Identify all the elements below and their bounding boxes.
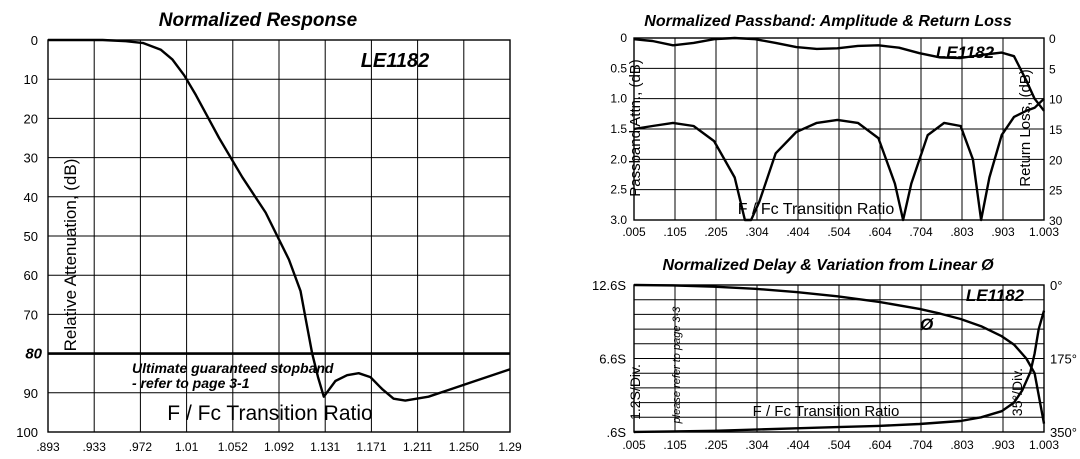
chart3-x-tick-label: .304 <box>745 438 769 452</box>
chart2-y2-ticks: 0 5 10 15 20 25 30 <box>1049 32 1063 228</box>
chart2-model-label: LE1182 <box>936 43 995 62</box>
chart2-x-ticks: .005 .105 .205 .304 .404 .504 .604 .704 .803 .903… <box>622 225 1059 239</box>
chart2-y-ticks: 0 0.5 1.0 1.5 2.0 2.5 3.0 <box>610 31 627 227</box>
chart2-x-tick-label: .205 <box>704 225 728 239</box>
chart2-title: Normalized Passband: Amplitude & Return … <box>644 13 1012 30</box>
chart1-x-tick-label: .933 <box>83 440 107 454</box>
chart1-y-tick-label: 30 <box>24 151 38 166</box>
chart2-x-tick-label: .803 <box>950 225 974 239</box>
chart3-y2-tick-label: 0° <box>1050 278 1062 293</box>
chart2-y2-tick-label: 10 <box>1049 93 1063 107</box>
chart3-x-tick-label: .803 <box>950 438 974 452</box>
chart-normalized-response: Normalized Response 0 10 20 30 40 50 60 70 90 100… <box>16 10 522 454</box>
chart3-y2-axis-label: 35°/Div. <box>1009 368 1025 416</box>
chart1-x-tick-label: 1.29 <box>498 440 522 454</box>
chart2-x-tick-label: .404 <box>786 225 810 239</box>
chart3-model-label: LE1182 <box>966 286 1025 305</box>
chart3-x-tick-label: .504 <box>827 438 851 452</box>
chart1-y-tick-label: 60 <box>24 268 38 283</box>
chart1-title: Normalized Response <box>159 10 358 31</box>
chart2-y2-tick-label: 5 <box>1049 62 1056 76</box>
chart2-y-tick-label: 2.5 <box>610 183 627 197</box>
chart3-x-ticks: .005 .105 .205 .304 .404 .504 .604 .704 .803 .903… <box>622 438 1059 452</box>
chart1-x-tick-label: .893 <box>36 440 60 454</box>
chart2-y2-tick-label: 15 <box>1049 123 1063 137</box>
chart3-x-tick-label: .005 <box>622 438 646 452</box>
chart1-stopband-note-line1: Ultimate guaranteed stopband <box>132 360 334 376</box>
chart3-x-tick-label: .704 <box>909 438 933 452</box>
chart1-stopband-tick: 80 <box>25 346 42 363</box>
chart3-side-note: please refer to page 3-3 <box>671 306 683 425</box>
chart1-x-tick-label: 1.171 <box>356 440 386 454</box>
chart2-x-tick-label: .504 <box>827 225 851 239</box>
chart1-y-ticks: 0 10 20 30 40 50 60 70 90 100 <box>16 33 38 440</box>
chart1-x-tick-label: 1.250 <box>449 440 479 454</box>
chart2-y-tick-label: 1.0 <box>610 92 627 106</box>
chart2-x-tick-label: .304 <box>745 225 769 239</box>
chart1-y-tick-label: 70 <box>24 307 38 322</box>
chart1-x-tick-label: 1.01 <box>175 440 199 454</box>
chart2-x-tick-label: .704 <box>909 225 933 239</box>
chart2-y-tick-label: 0 <box>620 31 627 45</box>
chart3-y2-ticks: 0° 175° 350° <box>1050 278 1077 440</box>
chart1-x-tick-label: 1.131 <box>310 440 340 454</box>
chart3-x-tick-label: .105 <box>663 438 687 452</box>
chart3-y2-tick-label: 175° <box>1050 352 1077 367</box>
chart1-series-attenuation <box>48 38 511 402</box>
chart1-y-tick-label: 10 <box>24 72 38 87</box>
chart2-x-axis-label: F / Fc Transition Ratio <box>738 201 895 218</box>
chart2-series-passband <box>633 36 1045 112</box>
chart2-y2-tick-label: 25 <box>1049 184 1063 198</box>
chart2-x-tick-label: .005 <box>622 225 646 239</box>
chart1-y-tick-label: 90 <box>24 386 38 401</box>
chart1-x-tick-label: 1.052 <box>218 440 248 454</box>
chart1-model-label: LE1182 <box>361 50 430 72</box>
chart1-stopband-note-line2: - refer to page 3-1 <box>132 375 250 391</box>
chart2-y2-tick-label: 0 <box>1049 32 1056 46</box>
chart3-series-phase <box>633 283 1046 424</box>
chart3-y-tick-label: 12.6S <box>592 278 626 293</box>
chart-normalized-delay: Normalized Delay & Variation from Linear… <box>592 257 1077 452</box>
chart2-y2-tick-label: 30 <box>1049 214 1063 228</box>
chart3-title: Normalized Delay & Variation from Linear… <box>662 257 994 274</box>
chart3-y2-tick-label: 350° <box>1050 425 1077 440</box>
chart2-grid <box>633 37 1045 221</box>
chart2-x-tick-label: .903 <box>991 225 1015 239</box>
chart1-x-ticks: .893 .933 .972 1.01 1.052 1.092 1.131 1.171 1.21… <box>36 440 522 454</box>
chart3-grid <box>633 284 1045 433</box>
chart2-series-return-loss <box>633 97 1045 222</box>
chart1-y-tick-label: 100 <box>16 425 38 440</box>
chart2-y-tick-label: 3.0 <box>610 213 627 227</box>
chart1-y-tick-label: 0 <box>31 33 38 48</box>
chart2-x-tick-label: 1.003 <box>1029 225 1059 239</box>
chart2-y-tick-label: 1.5 <box>610 122 627 136</box>
chart3-x-tick-label: 1.003 <box>1029 438 1059 452</box>
chart2-x-tick-label: .105 <box>663 225 687 239</box>
chart1-x-tick-label: .972 <box>129 440 153 454</box>
chart1-x-tick-label: 1.211 <box>403 440 432 454</box>
chart3-x-tick-label: .404 <box>786 438 810 452</box>
chart3-y-axis-label: 1.2S/Div. <box>627 364 643 420</box>
chart2-y-tick-label: 2.0 <box>610 152 627 166</box>
chart1-x-axis-label: F / Fc Transition Ratio <box>167 402 372 425</box>
chart2-y2-tick-label: 20 <box>1049 153 1063 167</box>
chart3-phase-symbol: Ø <box>920 315 934 334</box>
chart1-x-tick-label: 1.092 <box>264 440 294 454</box>
chart3-x-tick-label: .903 <box>991 438 1015 452</box>
chart3-y-tick-label: 6.6S <box>599 352 626 367</box>
chart3-y-tick-label: .6S <box>606 425 626 440</box>
chart-normalized-passband: Normalized Passband: Amplitude & Return … <box>610 13 1062 239</box>
chart3-x-tick-label: .205 <box>704 438 728 452</box>
chart2-x-tick-label: .604 <box>868 225 892 239</box>
chart1-y-tick-label: 20 <box>24 111 38 126</box>
chart3-x-axis-label: F / Fc Transition Ratio <box>753 403 900 420</box>
chart2-y-tick-label: 0.5 <box>610 61 627 75</box>
chart3-x-tick-label: .604 <box>868 438 892 452</box>
chart1-y-tick-label: 40 <box>24 190 38 205</box>
chart1-y-tick-label: 50 <box>24 229 38 244</box>
chart2-y2-axis-label: Return Loss, (dB) <box>1017 69 1034 187</box>
chart3-y-ticks: 12.6S 6.6S .6S <box>592 278 626 440</box>
chart1-y-axis-label: Relative Attenuation, (dB) <box>61 159 80 352</box>
